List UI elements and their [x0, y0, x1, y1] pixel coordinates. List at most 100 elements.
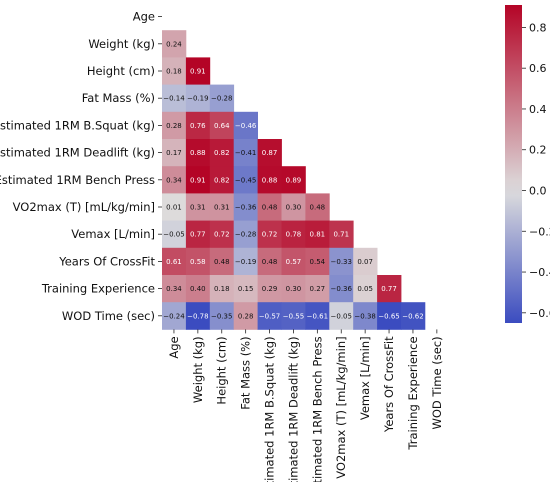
heatmap-cell-8-4	[257, 220, 282, 249]
heatmap-cell-8-7	[329, 220, 354, 249]
heatmap-cell-10-3	[233, 275, 258, 303]
heatmap-cell-8-1	[185, 220, 211, 249]
cell-value-4-2: 0.64	[214, 122, 230, 130]
cell-value-10-1: 0.40	[190, 285, 206, 293]
cell-value-10-3: 0.15	[238, 285, 254, 293]
row-label-10: Training Experience	[41, 282, 155, 296]
heatmap-cell-9-3	[233, 247, 258, 276]
cell-value-7-2: 0.31	[214, 204, 230, 212]
row-label-4: Estimated 1RM B.Squat (kg)	[0, 118, 155, 132]
cell-value-7-4: 0.48	[262, 204, 278, 212]
cell-value-8-7: 0.71	[333, 231, 349, 239]
cell-value-11-9: −0.65	[378, 312, 399, 320]
cell-value-3-1: −0.19	[187, 95, 208, 103]
heatmap-cell-8-3	[233, 220, 258, 249]
heatmap-cell-3-1	[185, 84, 211, 113]
heatmap-cell-11-2	[209, 302, 235, 330]
cell-value-5-1: 0.88	[190, 149, 206, 157]
heatmap-cell-11-8	[353, 302, 378, 330]
colorbar	[505, 5, 522, 323]
cell-value-4-1: 0.76	[190, 122, 206, 130]
heatmap-cell-8-5	[281, 220, 306, 249]
cell-value-10-8: 0.05	[357, 285, 373, 293]
cell-value-11-4: −0.57	[259, 312, 280, 320]
heatmap-cell-6-4	[257, 166, 282, 194]
cell-value-3-0: −0.14	[163, 95, 185, 103]
cell-value-9-6: 0.54	[310, 258, 326, 266]
heatmap-cell-10-8	[353, 275, 378, 303]
heatmap-cell-9-7	[329, 247, 354, 276]
col-label-11: WOD Time (sec)	[430, 336, 444, 429]
cell-value-7-5: 0.30	[286, 204, 302, 212]
cell-value-9-7: −0.33	[331, 258, 352, 266]
cell-value-11-2: −0.35	[211, 312, 232, 320]
heatmap-cell-11-3	[233, 302, 258, 330]
row-label-0: Age	[133, 10, 155, 24]
heatmap-cell-4-3	[233, 111, 258, 140]
cell-value-10-7: −0.36	[331, 285, 353, 293]
col-label-10: Training Experience	[406, 336, 420, 450]
heatmap-cell-4-2	[209, 111, 235, 140]
heatmap-cell-4-1	[185, 111, 211, 140]
cell-value-11-5: −0.55	[283, 312, 304, 320]
cell-value-8-5: 0.78	[286, 231, 302, 239]
heatmap-cell-9-5	[281, 247, 306, 276]
cell-value-4-3: −0.46	[235, 122, 257, 130]
cell-value-9-8: 0.07	[357, 258, 373, 266]
heatmap-cell-10-0	[162, 275, 187, 303]
heatmap-cell-7-1	[185, 193, 211, 221]
cell-value-11-1: −0.78	[187, 312, 208, 320]
heatmap-cell-9-6	[305, 247, 330, 276]
heatmap-cell-9-2	[209, 247, 235, 276]
cell-value-8-6: 0.81	[310, 231, 326, 239]
col-label-1: Weight (kg)	[191, 336, 205, 403]
col-label-3: Fat Mass (%)	[239, 336, 253, 409]
cell-value-5-4: 0.87	[262, 149, 278, 157]
heatmap-cell-10-5	[281, 275, 306, 303]
cell-value-10-5: 0.30	[286, 285, 302, 293]
col-label-0: Age	[167, 336, 181, 358]
cell-value-6-0: 0.34	[166, 176, 182, 184]
heatmap-cell-11-5	[281, 302, 306, 330]
heatmap-cell-7-4	[257, 193, 282, 221]
cell-value-10-2: 0.18	[214, 285, 230, 293]
heatmap-cell-9-1	[185, 247, 211, 276]
cell-value-1-0: 0.24	[166, 40, 182, 48]
heatmap-cell-11-4	[257, 302, 282, 330]
cell-value-9-5: 0.57	[286, 258, 302, 266]
row-label-1: Weight (kg)	[88, 37, 155, 51]
col-label-4: Estimated 1RM B.Squat (kg)	[263, 336, 277, 482]
cell-value-6-2: 0.82	[214, 176, 230, 184]
row-label-3: Fat Mass (%)	[82, 91, 155, 105]
cell-value-10-4: 0.29	[262, 285, 278, 293]
cell-value-9-2: 0.48	[214, 258, 230, 266]
colorbar-tick-label-6: −0.4	[529, 266, 550, 279]
cell-value-6-3: −0.45	[235, 176, 256, 184]
heatmap-cell-7-3	[233, 193, 258, 221]
heatmap-cell-3-2	[209, 84, 235, 113]
cell-value-10-9: 0.77	[381, 285, 397, 293]
cell-value-9-4: 0.48	[262, 258, 278, 266]
heatmap-cell-6-0	[162, 166, 187, 194]
heatmap-cell-11-0	[162, 302, 187, 330]
heatmap-cell-10-7	[329, 275, 354, 303]
heatmap-cell-8-2	[209, 220, 235, 249]
cell-value-11-10: −0.62	[402, 312, 423, 320]
heatmap-cell-2-0	[162, 57, 187, 85]
heatmap-cell-9-8	[353, 247, 378, 276]
heatmap-cell-11-10	[401, 302, 426, 330]
cell-value-11-3: 0.28	[238, 312, 254, 320]
cell-value-5-0: 0.17	[166, 149, 182, 157]
colorbar-tick-label-5: −0.2	[529, 225, 550, 238]
cell-value-9-0: 0.61	[166, 258, 182, 266]
cell-value-2-1: 0.91	[190, 68, 206, 76]
row-label-9: Years Of CrossFit	[58, 254, 155, 268]
cell-value-5-3: −0.41	[235, 149, 256, 157]
cell-value-11-6: −0.61	[307, 312, 328, 320]
heatmap-cell-7-6	[305, 193, 330, 221]
cell-value-7-0: 0.01	[166, 204, 182, 212]
cell-value-8-0: −0.05	[163, 231, 184, 239]
heatmap-cell-4-0	[162, 111, 187, 140]
heatmap-cell-3-0	[162, 84, 187, 113]
colorbar-tick-label-7: −0.6	[529, 307, 550, 320]
